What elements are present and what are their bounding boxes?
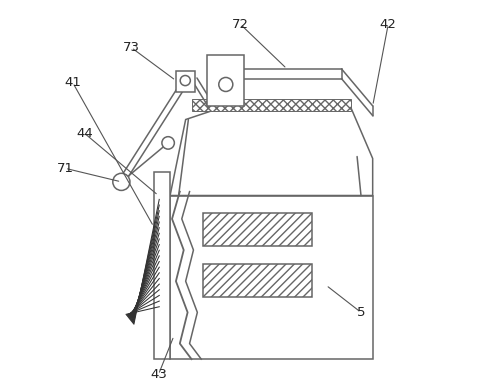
Text: 44: 44 [76, 127, 93, 140]
Bar [170, 196, 372, 359]
Text: 43: 43 [150, 368, 167, 381]
Bar [154, 172, 170, 359]
Text: 73: 73 [123, 41, 139, 54]
Polygon shape [170, 104, 372, 196]
Bar [203, 213, 312, 246]
Bar [203, 264, 312, 297]
Bar [176, 71, 194, 92]
Text: 42: 42 [380, 18, 397, 30]
Text: 5: 5 [357, 306, 365, 319]
Text: 71: 71 [57, 162, 73, 175]
Text: 41: 41 [64, 76, 81, 89]
Circle shape [113, 173, 130, 190]
Circle shape [162, 137, 175, 149]
Bar [207, 55, 244, 106]
Bar [191, 99, 351, 111]
Text: 72: 72 [232, 18, 248, 30]
